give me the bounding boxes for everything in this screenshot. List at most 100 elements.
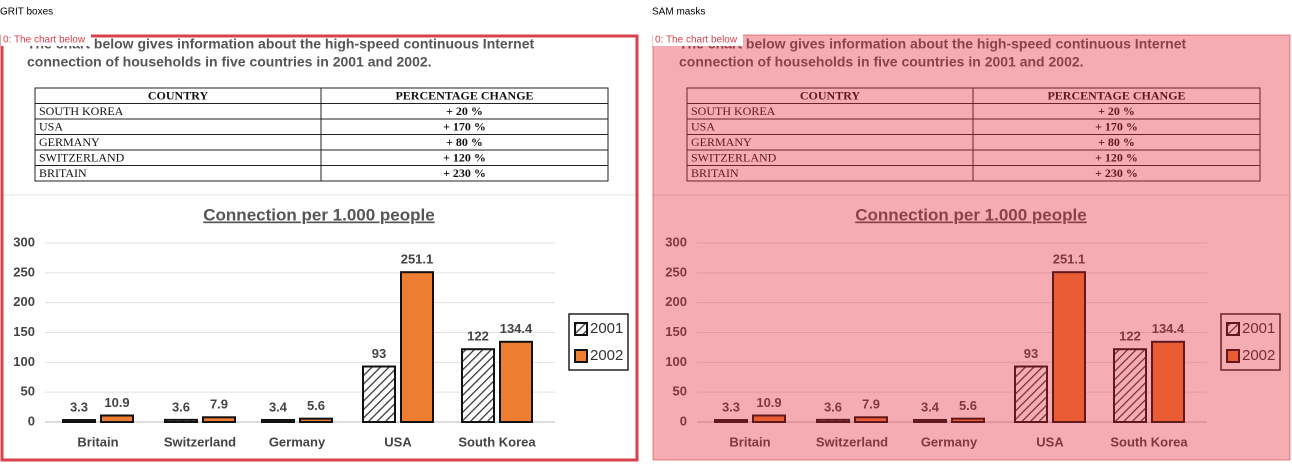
- legend-swatch: [574, 322, 588, 336]
- y-tick-label: 250: [665, 264, 687, 279]
- x-tick-label: USA: [1036, 434, 1064, 449]
- bar: [714, 419, 748, 424]
- legend-swatch: [1226, 349, 1240, 363]
- bar: [100, 414, 134, 424]
- legend-label: 2001: [1242, 320, 1275, 337]
- table-cell: + 120 %: [1095, 151, 1138, 165]
- table-cell: SOUTH KOREA: [691, 104, 776, 118]
- table-cell: GERMANY: [691, 135, 752, 149]
- table-cell: + 20 %: [446, 104, 483, 118]
- y-tick-label: 150: [665, 324, 687, 339]
- heading-line: The chart below gives information about …: [27, 36, 534, 52]
- y-tick-label: 100: [13, 354, 35, 369]
- x-tick-label: South Korea: [1110, 434, 1188, 449]
- chart-title: Connection per 1.000 people: [855, 205, 1086, 224]
- value-label: 93: [372, 346, 386, 361]
- x-tick-label: Germany: [269, 434, 326, 449]
- heading-line: connection of households in five countri…: [27, 54, 432, 70]
- table-header: COUNTRY: [800, 89, 861, 103]
- table-cell: + 170 %: [1095, 120, 1138, 134]
- heading-line: The chart below gives information about …: [679, 36, 1186, 52]
- table-cell: USA: [691, 120, 715, 134]
- table-cell: BRITAIN: [691, 166, 739, 180]
- value-label: 5.6: [307, 398, 325, 413]
- value-label: 3.4: [921, 399, 940, 414]
- bar: [202, 416, 236, 424]
- bar: [400, 271, 434, 423]
- y-tick-label: 250: [13, 264, 35, 279]
- value-label: 3.4: [269, 399, 288, 414]
- value-label: 7.9: [210, 397, 228, 412]
- panel: SAM masks The chart below gives informati…: [652, 7, 1291, 461]
- bar: [461, 348, 495, 423]
- bar: [299, 417, 333, 423]
- y-tick-label: 300: [665, 234, 687, 249]
- y-tick-label: 0: [28, 413, 35, 428]
- value-label: 122: [467, 329, 489, 344]
- value-label: 5.6: [959, 398, 977, 413]
- heading-line: connection of households in five countri…: [679, 54, 1084, 70]
- table-cell: + 170 %: [443, 120, 486, 134]
- bar: [499, 340, 533, 424]
- x-tick-label: Switzerland: [164, 434, 236, 449]
- table-cell: SOUTH KOREA: [39, 104, 124, 118]
- y-tick-label: 100: [665, 354, 687, 369]
- value-label: 251.1: [401, 252, 434, 267]
- legend-label: 2002: [590, 347, 623, 364]
- bar: [816, 418, 850, 423]
- x-tick-label: Switzerland: [816, 434, 888, 449]
- value-label: 10.9: [756, 395, 781, 410]
- table-cell: + 230 %: [443, 166, 486, 180]
- legend-swatch: [574, 349, 588, 363]
- legend-swatch: [1226, 322, 1240, 336]
- chart-title: Connection per 1.000 people: [203, 205, 434, 224]
- legend-label: 2002: [1242, 347, 1275, 364]
- panel-title: SAM masks: [652, 7, 705, 18]
- bar: [913, 418, 947, 424]
- y-tick-label: 200: [13, 294, 35, 309]
- y-tick-label: 200: [665, 294, 687, 309]
- sam-mask: [652, 34, 1291, 461]
- bar: [1113, 348, 1147, 423]
- table-cell: + 120 %: [443, 151, 486, 165]
- y-tick-label: 150: [13, 324, 35, 339]
- value-label: 10.9: [104, 395, 129, 410]
- table-header: COUNTRY: [148, 89, 209, 103]
- x-tick-label: South Korea: [458, 434, 536, 449]
- table-cell: + 80 %: [1098, 135, 1135, 149]
- table-header: PERCENTAGE CHANGE: [395, 89, 533, 103]
- table-cell: + 230 %: [1095, 166, 1138, 180]
- table-header: PERCENTAGE CHANGE: [1047, 89, 1185, 103]
- y-tick-label: 300: [13, 234, 35, 249]
- table-cell: SWITZERLAND: [691, 151, 777, 165]
- panel: GRIT boxes The chart below gives informat…: [0, 7, 639, 462]
- value-label: 134.4: [500, 321, 533, 336]
- value-label: 251.1: [1053, 252, 1086, 267]
- table-cell: GERMANY: [39, 135, 100, 149]
- value-label: 3.6: [824, 399, 842, 414]
- box-label-bg: [653, 33, 743, 46]
- value-label: 134.4: [1152, 321, 1185, 336]
- table-cell: + 20 %: [1098, 104, 1135, 118]
- y-tick-label: 0: [680, 413, 687, 428]
- panel-title: GRIT boxes: [0, 7, 53, 18]
- table-cell: USA: [39, 120, 63, 134]
- legend-label: 2001: [590, 320, 623, 337]
- bar: [854, 416, 888, 424]
- x-tick-label: Germany: [921, 434, 978, 449]
- value-label: 122: [1119, 329, 1141, 344]
- bar: [752, 414, 786, 424]
- bar: [1052, 271, 1086, 423]
- box-label-bg: [1, 33, 91, 46]
- bar: [951, 417, 985, 423]
- box-label: 0: The chart below: [655, 35, 738, 46]
- bar: [1151, 340, 1185, 424]
- bar: [362, 365, 396, 424]
- bar: [164, 418, 198, 423]
- y-tick-label: 50: [673, 384, 687, 399]
- value-label: 93: [1024, 346, 1038, 361]
- value-label: 7.9: [862, 397, 880, 412]
- grit-box: [0, 34, 639, 462]
- value-label: 3.3: [70, 399, 88, 414]
- x-tick-label: USA: [384, 434, 412, 449]
